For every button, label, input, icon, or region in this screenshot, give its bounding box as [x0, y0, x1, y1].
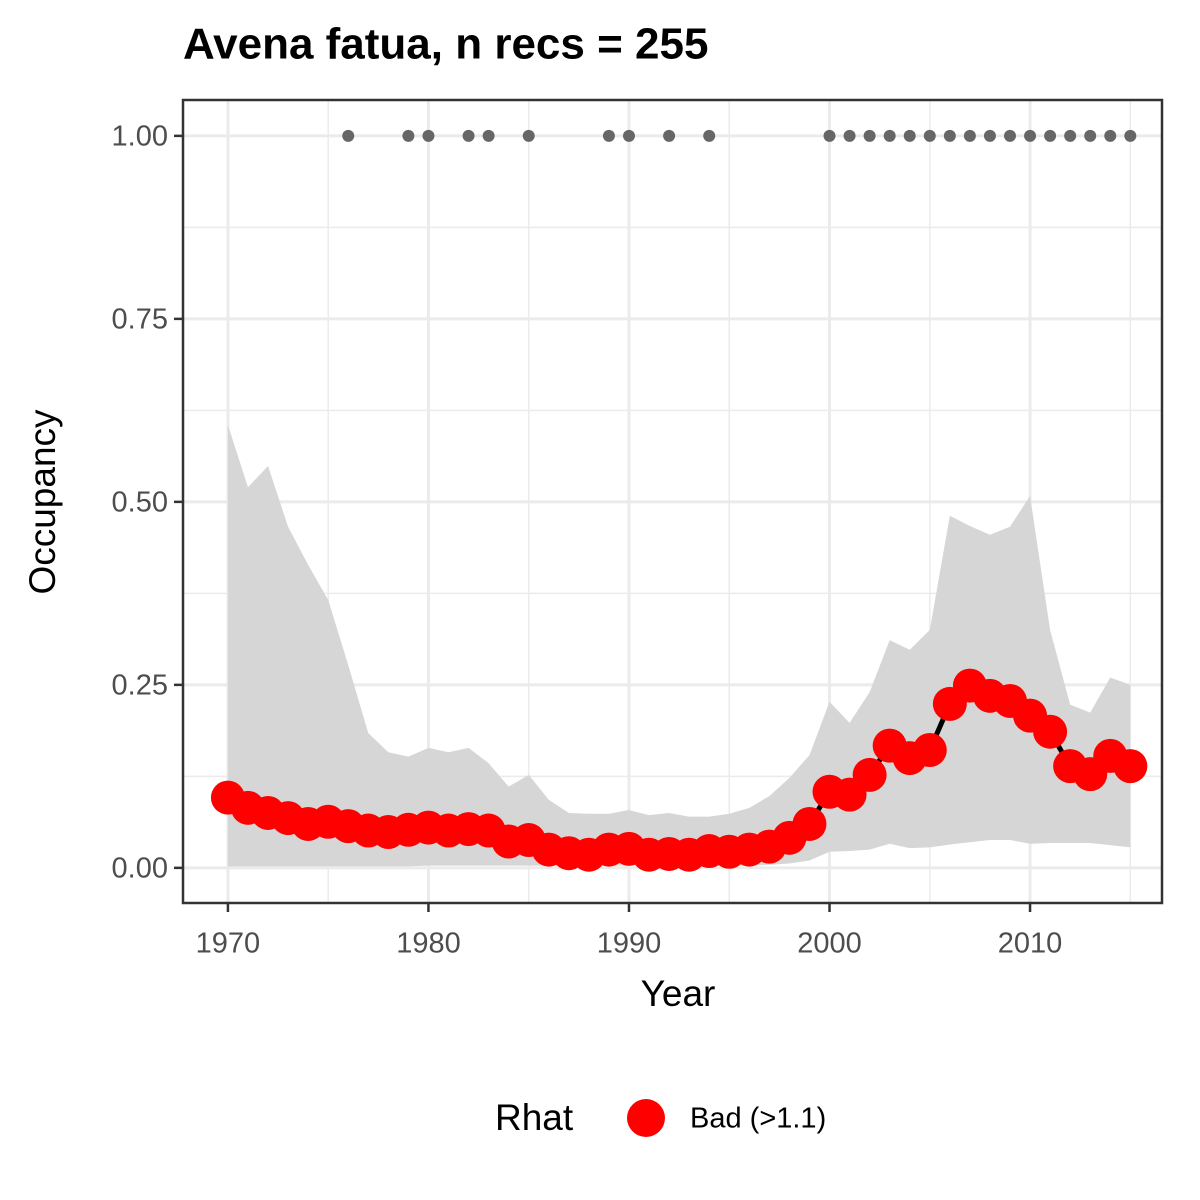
legend-title: Rhat: [495, 1097, 574, 1138]
data-point: [852, 757, 887, 792]
data-point: [792, 806, 827, 841]
y-tick-label: 0.00: [112, 853, 168, 885]
data-point: [912, 733, 947, 768]
detection-point: [342, 129, 355, 142]
legend-label: Bad (>1.1): [690, 1103, 826, 1135]
detection-point: [663, 129, 676, 142]
x-axis-title: Year: [641, 973, 716, 1014]
detection-point: [1024, 129, 1037, 142]
detection-point: [482, 129, 495, 142]
detection-point: [522, 129, 535, 142]
detection-point: [703, 129, 716, 142]
x-tick-label: 1970: [196, 928, 261, 960]
x-tick-label: 2010: [998, 928, 1063, 960]
detection-point: [823, 129, 836, 142]
chart-title: Avena fatua, n recs = 255: [183, 20, 708, 69]
detection-point: [963, 129, 976, 142]
data-point: [1033, 714, 1068, 749]
detection-point: [943, 129, 956, 142]
detection-point: [1003, 129, 1016, 142]
detection-point: [1084, 129, 1097, 142]
y-tick-label: 0.50: [112, 487, 168, 519]
detection-point: [923, 129, 936, 142]
detection-point: [462, 129, 475, 142]
detection-point: [983, 129, 996, 142]
detection-point: [422, 129, 435, 142]
detection-point: [903, 129, 916, 142]
detection-point: [1124, 129, 1137, 142]
y-axis-title: Occupancy: [22, 409, 63, 595]
detection-point: [1064, 129, 1077, 142]
detection-point: [843, 129, 856, 142]
y-tick-label: 0.75: [112, 304, 168, 336]
data-point: [1113, 749, 1148, 784]
detection-point: [1104, 129, 1117, 142]
detection-point: [863, 129, 876, 142]
confidence-band: [227, 425, 1131, 867]
legend-swatch: [627, 1099, 665, 1137]
detection-point: [883, 129, 896, 142]
detection-point: [622, 129, 635, 142]
x-tick-label: 2000: [797, 928, 862, 960]
y-tick-label: 0.25: [112, 670, 168, 702]
detection-point: [602, 129, 615, 142]
y-tick-label: 1.00: [112, 121, 168, 153]
detection-point: [1044, 129, 1057, 142]
x-tick-label: 1980: [396, 928, 461, 960]
detection-point: [402, 129, 415, 142]
x-tick-label: 1990: [597, 928, 662, 960]
